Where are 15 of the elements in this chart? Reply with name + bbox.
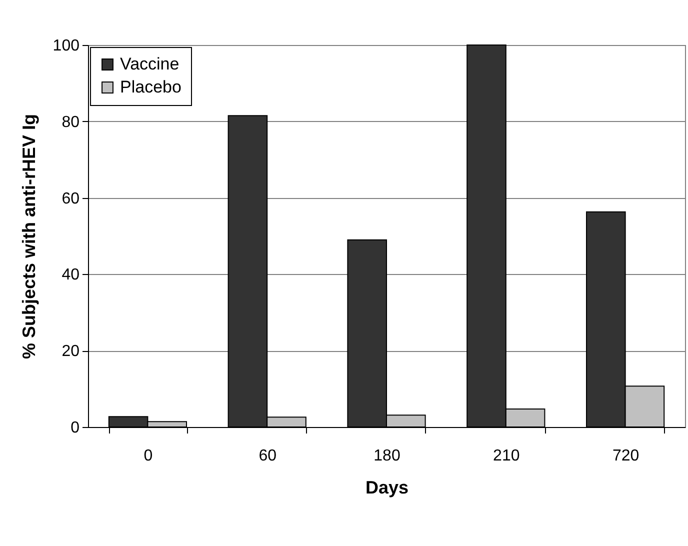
x-tick-label: 720 — [612, 448, 640, 464]
y-tick-label: 40 — [62, 266, 80, 284]
y-tick-label: 60 — [62, 190, 80, 208]
x-tick-label: 180 — [374, 448, 400, 464]
x-tick-label: 60 — [258, 448, 277, 464]
x-tick-label: 0 — [144, 448, 153, 464]
y-tick-label: 100 — [52, 38, 80, 54]
legend-label: Placebo — [120, 78, 182, 96]
x-tick-label: 210 — [493, 448, 520, 464]
x-axis-title: Days — [365, 478, 409, 498]
legend-label: Vaccine — [120, 54, 180, 74]
y-tick-label: 20 — [62, 343, 80, 360]
y-tick-label: 80 — [62, 114, 80, 131]
y-tick-label: 0 — [70, 420, 80, 436]
y-axis-title: % Subjects with anti-rHEV Ig — [18, 114, 39, 360]
